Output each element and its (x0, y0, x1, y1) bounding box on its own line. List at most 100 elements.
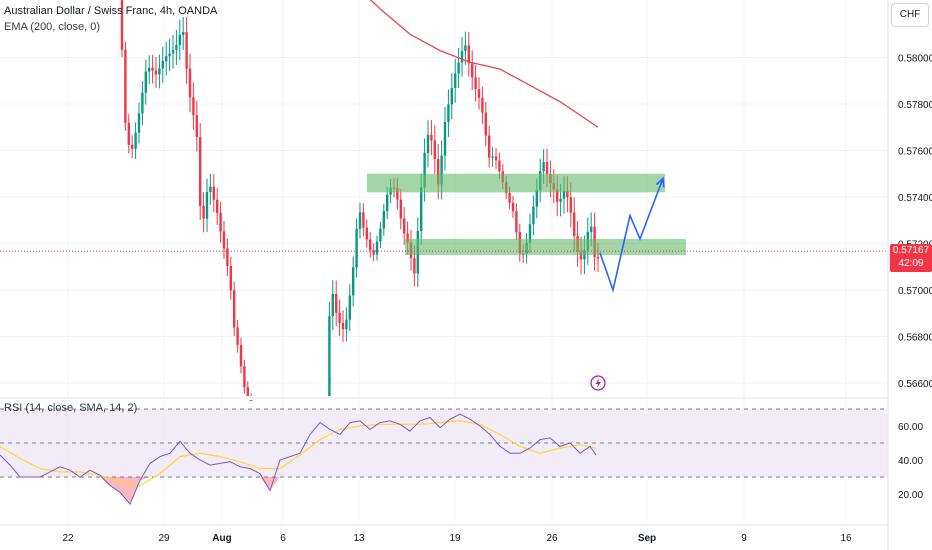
candle-body (532, 206, 535, 225)
candle-body (338, 312, 341, 323)
price-pane[interactable] (0, 0, 888, 525)
candle-body (375, 241, 379, 255)
candle-body (477, 89, 481, 98)
candle-body (202, 205, 205, 219)
price-tick-label: 0.57400 (898, 193, 932, 204)
candle-body (579, 251, 583, 260)
candle-body (515, 211, 518, 233)
time-tick-label: 9 (741, 533, 747, 544)
price-axis[interactable]: 0.580000.578000.576000.574000.572000.570… (898, 54, 932, 502)
candle-body (430, 134, 433, 141)
candle-body (399, 199, 402, 219)
candle-body (559, 198, 562, 202)
candle-body (161, 61, 164, 69)
candle-body (528, 224, 532, 243)
candle-body (158, 68, 161, 75)
candle-body (369, 239, 372, 251)
candle-body (396, 187, 399, 200)
candle-body (379, 228, 382, 242)
candle-body (243, 366, 246, 388)
rsi-line (0, 413, 597, 506)
candle-body (488, 135, 491, 158)
candle-body (250, 399, 253, 401)
candle-body (355, 228, 358, 268)
candle-body (212, 186, 215, 200)
candle-body (474, 77, 477, 90)
candle-body (358, 212, 362, 229)
candle-body (192, 97, 195, 116)
candle-body (328, 316, 331, 396)
ema-200-line (369, 0, 599, 128)
candle-body (331, 294, 334, 317)
candle-body (569, 197, 572, 213)
candle-body (222, 231, 226, 249)
candle-body (450, 87, 453, 105)
candle-body (491, 156, 494, 158)
rsi-tick-label: 20.00 (898, 490, 923, 501)
candle-body (175, 44, 178, 50)
candle-body (154, 70, 158, 75)
time-tick-label: 6 (280, 533, 286, 544)
candle-body (535, 190, 538, 207)
price-tick-label: 0.57800 (898, 100, 932, 111)
lightning-icon[interactable] (590, 375, 606, 391)
candle-body (440, 155, 443, 185)
time-tick-label: 13 (353, 533, 365, 544)
candle-body (403, 218, 406, 234)
rsi-oversold-fill (260, 477, 270, 491)
time-tick-label: 22 (62, 533, 74, 544)
time-tick-label: 16 (840, 533, 852, 544)
candle-body (433, 140, 436, 159)
candle-body (498, 160, 501, 172)
candle-body (209, 186, 212, 192)
candle-body (345, 319, 348, 330)
price-zone[interactable] (405, 238, 686, 256)
candle-body (437, 158, 440, 185)
candle-body (120, 0, 124, 50)
time-tick-label: 19 (449, 533, 461, 544)
candle-body (447, 104, 450, 122)
candle-body (335, 294, 338, 313)
candle-body (481, 97, 484, 113)
candle-body (151, 67, 154, 71)
candle-body (178, 34, 181, 45)
price-tick-label: 0.58000 (898, 54, 932, 65)
candle-body (341, 322, 345, 330)
rsi-pane[interactable] (0, 408, 888, 506)
candle-body (199, 137, 202, 206)
candle-body (246, 387, 249, 396)
candle-body (131, 144, 134, 149)
ema-legend[interactable]: EMA (200, close, 0) (4, 21, 100, 33)
candle-body (471, 63, 474, 78)
candle-body (195, 115, 198, 138)
candle-body (144, 71, 147, 93)
currency-button[interactable]: CHF (891, 3, 929, 27)
time-tick-label: Aug (212, 533, 231, 544)
candle-body (454, 73, 457, 88)
price-tick-label: 0.56800 (898, 333, 932, 344)
candle-body (236, 327, 239, 345)
rsi-tick-label: 60.00 (898, 422, 923, 433)
candle-body (226, 248, 229, 267)
symbol-legend[interactable]: Australian Dollar / Swiss Franc, 4h, OAN… (4, 5, 218, 17)
time-axis[interactable]: 22 29 Aug 6 13 19 26 Sep 9 16 (62, 533, 852, 544)
rsi-tick-label: 40.00 (898, 456, 923, 467)
price-zone[interactable] (367, 173, 665, 193)
candle-body (171, 49, 175, 54)
candle-body (556, 189, 559, 202)
candle-body (141, 92, 144, 114)
candle-body (494, 156, 498, 161)
candle-body (182, 31, 185, 35)
projection-path[interactable] (599, 178, 664, 293)
price-tick-label: 0.57600 (898, 147, 932, 158)
rsi-legend[interactable]: RSI (14, close, SMA, 14, 2) (4, 402, 138, 414)
candle-body (511, 202, 515, 212)
time-tick-label: Sep (638, 533, 656, 544)
candle-body (205, 191, 209, 219)
candle-body (508, 192, 511, 203)
candle-body (134, 132, 137, 149)
candle-body (406, 233, 409, 243)
candle-body (148, 67, 151, 72)
candle-body (464, 45, 467, 51)
